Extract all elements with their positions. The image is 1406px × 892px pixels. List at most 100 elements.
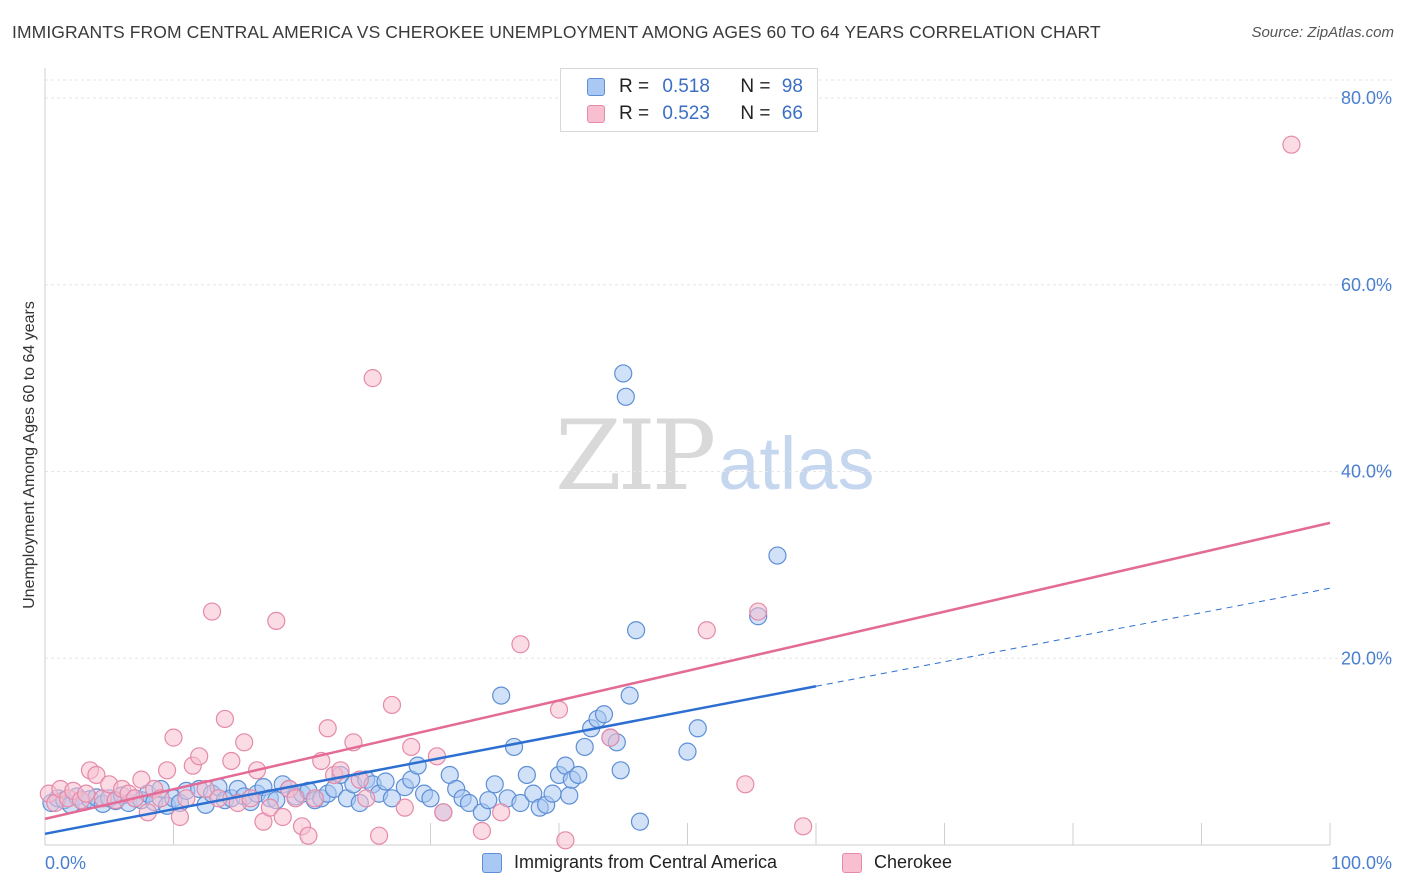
blue-point (616, 387, 635, 406)
watermark-zip: ZIP (555, 400, 716, 512)
blue-point (459, 793, 479, 813)
pink-point (794, 817, 813, 836)
correlation-legend: R = 0.518 N = 98 R = 0.523 N = 66 (560, 68, 818, 132)
blue-point (614, 364, 633, 383)
y-tick-label: 40.0% (1341, 462, 1392, 482)
bottom-legend-blue: Immigrants from Central America (482, 852, 777, 873)
pink-trend-line (44, 521, 1331, 821)
pink-point (472, 821, 491, 841)
pink-point (235, 733, 254, 752)
source-note: Source: ZipAtlas.com (1251, 24, 1394, 41)
blue-point (688, 719, 707, 738)
pink-point (170, 807, 190, 827)
legend-row-pink: R = 0.523 N = 66 (587, 102, 803, 126)
legend-r-value-blue: 0.518 (662, 76, 710, 97)
y-tick-label: 80.0% (1341, 88, 1392, 108)
pink-point (434, 803, 453, 822)
pink-point (363, 369, 382, 388)
pink-point (492, 803, 511, 822)
pink-point (511, 635, 530, 654)
watermark-atlas: atlas (718, 422, 875, 505)
y-tick-label: 20.0% (1341, 648, 1392, 668)
blue-trend-extension (815, 587, 1331, 687)
pink-point (1282, 135, 1301, 154)
blue-point (620, 686, 639, 705)
legend-r-value-pink: 0.523 (662, 103, 710, 124)
bottom-legend-pink-label: Cherokee (874, 852, 953, 872)
blue-point (630, 812, 650, 831)
blue-point (408, 756, 427, 775)
blue-point (543, 784, 562, 803)
pink-point (177, 789, 196, 808)
y-axis-label: Unemployment Among Ages 60 to 64 years (21, 301, 38, 609)
blue-point (504, 737, 524, 757)
x-tick-label: 0.0% (45, 853, 86, 873)
blue-point (382, 789, 402, 808)
blue-point (594, 705, 614, 724)
blue-point (517, 765, 536, 785)
pink-point (382, 695, 402, 715)
pink-point (395, 798, 414, 817)
pink-point (164, 728, 183, 747)
blue-point (626, 621, 646, 640)
legend-row-blue: R = 0.518 N = 98 (587, 75, 803, 99)
pink-point (202, 602, 222, 621)
zipatlas-watermark: ZIPatlas (555, 400, 875, 512)
blue-point (560, 786, 579, 805)
pink-point (318, 719, 337, 738)
bottom-legend-pink: Cherokee (842, 852, 952, 873)
blue-point (511, 793, 530, 813)
pink-point (305, 789, 324, 808)
legend-r-label: R = (619, 103, 650, 124)
pink-point (370, 826, 389, 845)
y-tick-label: 60.0% (1341, 275, 1392, 295)
bottom-swatch-pink (842, 852, 862, 873)
pink-point (697, 621, 716, 640)
pink-point (132, 770, 151, 789)
pink-point (427, 747, 447, 766)
blue-point (569, 765, 588, 785)
legend-n-value-pink: 66 (781, 103, 803, 124)
x-tick-label: 100.0% (1331, 853, 1392, 873)
blue-trend-line (44, 685, 817, 836)
pink-point (299, 826, 318, 845)
bottom-swatch-blue (482, 852, 502, 873)
blue-point (479, 791, 498, 810)
pink-point (331, 761, 350, 780)
bottom-legend-blue-label: Immigrants from Central America (514, 852, 778, 872)
legend-swatch-pink (587, 105, 605, 123)
legend-swatch-blue (587, 78, 605, 96)
chart-title: IMMIGRANTS FROM CENTRAL AMERICA VS CHERO… (12, 22, 1101, 42)
pink-point (273, 807, 292, 827)
pink-point (157, 761, 177, 780)
pink-point (549, 700, 569, 719)
pink-point (190, 747, 209, 766)
legend-r-label: R = (619, 76, 650, 97)
legend-n-label: N = (740, 103, 771, 124)
pink-point (222, 751, 241, 771)
blue-point (611, 761, 630, 780)
pink-point (87, 765, 106, 785)
blue-point (678, 742, 697, 761)
blue-point (575, 737, 594, 757)
pink-point (601, 728, 620, 747)
legend-n-value-blue: 98 (781, 76, 803, 97)
pink-point (749, 602, 768, 621)
pink-point (267, 611, 286, 631)
pink-point (736, 775, 755, 794)
blue-point (492, 686, 511, 705)
pink-point (357, 789, 376, 808)
pink-point (215, 709, 234, 729)
blue-point (421, 789, 440, 808)
legend-n-label: N = (740, 76, 771, 97)
blue-point (376, 772, 395, 791)
blue-point (768, 546, 787, 565)
pink-point (260, 798, 279, 817)
pink-point (77, 784, 96, 803)
pink-point (402, 737, 421, 757)
pink-point (196, 779, 215, 799)
pink-point (286, 789, 305, 808)
blue-point (485, 775, 504, 794)
pink-point (556, 831, 575, 850)
